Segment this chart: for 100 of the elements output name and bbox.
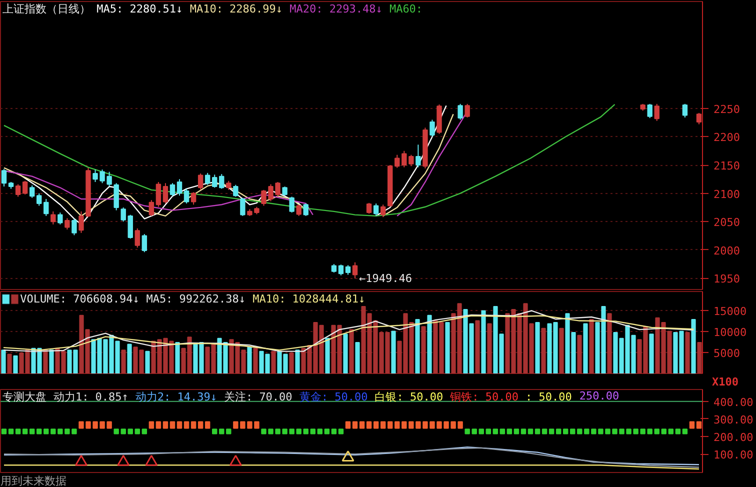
y-tick-label: 2250 — [714, 102, 740, 116]
y-tick-label: 10000 — [714, 326, 747, 340]
candlestick — [380, 204, 386, 218]
bar — [577, 334, 582, 374]
candlestick — [128, 214, 133, 240]
bar — [559, 328, 564, 374]
candlestick — [458, 103, 463, 120]
y-tick-label: 400.00 — [714, 396, 754, 409]
y-tick-label: 5000 — [714, 347, 740, 360]
candlestick — [654, 103, 660, 122]
annotation: 关注: 70.00 — [224, 390, 292, 404]
bar — [145, 350, 150, 374]
candlestick — [696, 112, 702, 125]
y-tick-label: 2000 — [714, 244, 740, 258]
bar — [1, 350, 6, 374]
bar — [271, 350, 276, 374]
candlestick — [219, 174, 224, 190]
bar — [421, 326, 426, 374]
legend-label: VOLUME: 706608.94↓ — [20, 292, 140, 306]
candlestick — [64, 218, 70, 230]
candlestick — [296, 204, 302, 216]
bar — [649, 334, 654, 374]
y-tick-label: 2200 — [714, 131, 740, 144]
bar — [541, 328, 546, 374]
candlestick — [303, 202, 308, 216]
bar — [13, 355, 18, 374]
annotation: 铜铁: 50.00 — [449, 390, 518, 404]
candlestick — [282, 186, 288, 196]
bar — [127, 344, 132, 374]
annotation: 250.00 — [579, 390, 620, 402]
candlestick — [366, 202, 372, 214]
candlestick — [212, 174, 218, 188]
bar — [691, 319, 696, 374]
bar — [295, 350, 300, 374]
candlestick — [647, 103, 652, 119]
candlestick — [170, 182, 176, 197]
candlestick — [416, 144, 421, 168]
candlestick — [198, 173, 204, 190]
annotation: : 50.00 — [526, 390, 572, 404]
candlestick — [50, 210, 56, 225]
bar — [487, 323, 492, 374]
y-tick-label: 2150 — [714, 160, 740, 173]
bar — [391, 330, 396, 374]
line-series — [3, 104, 616, 217]
candlestick — [233, 184, 238, 198]
y-tick-label: 1950 — [714, 272, 740, 286]
candlestick — [682, 103, 688, 118]
series-label: MA10: 1028444.81↓ — [252, 292, 366, 306]
bar — [535, 322, 540, 374]
x-axis-title: 用到未来数据 — [0, 474, 66, 487]
bar — [589, 319, 594, 374]
candlestick — [44, 198, 49, 216]
bar — [349, 329, 354, 374]
bar — [445, 322, 450, 374]
chart-title: 专测大盘 — [2, 390, 46, 404]
bar — [121, 350, 126, 374]
bar — [343, 334, 348, 374]
y-tick-label: 300.00 — [714, 413, 754, 426]
candlestick — [394, 154, 400, 168]
chart-title: 上证指数（日线） — [2, 2, 90, 16]
bar — [325, 338, 330, 374]
bar — [415, 319, 420, 374]
y-axis-title: X100 — [712, 376, 739, 388]
candlestick — [29, 184, 35, 198]
bar — [247, 346, 252, 374]
bar — [427, 314, 432, 374]
candlestick — [176, 178, 182, 196]
bar — [475, 320, 480, 374]
candlestick — [352, 262, 358, 279]
bar — [49, 350, 54, 374]
annotation: 动力2: 14.39↓ — [135, 390, 218, 404]
candlestick — [36, 192, 42, 206]
bar — [607, 313, 612, 374]
candlestick — [142, 234, 148, 253]
bar — [7, 354, 12, 374]
y-tick-label: 15000 — [714, 305, 747, 318]
candlestick — [240, 197, 246, 216]
bar — [175, 342, 180, 374]
candlestick — [15, 184, 21, 198]
text: MA5: 2280.51↓ — [96, 2, 183, 16]
bar — [253, 348, 258, 374]
candlestick — [289, 196, 294, 214]
text: MA10: 2286.99↓ — [190, 2, 283, 16]
y-tick-label: 100.00 — [714, 448, 754, 462]
text: MA5: 992262.38↓ — [146, 292, 246, 306]
annotation: ←1949.46 — [359, 272, 412, 285]
y-tick-label: 200.00 — [714, 431, 754, 444]
text: MA60: — [389, 2, 423, 16]
text: MA20: 2293.48↓ — [290, 2, 382, 16]
candlestick — [373, 202, 379, 216]
candlestick — [204, 172, 210, 186]
y-tick-label: 2100 — [714, 188, 740, 201]
bar — [355, 342, 360, 374]
y-tick-label: 2050 — [714, 216, 740, 230]
candlestick — [430, 119, 435, 138]
candlestick — [22, 180, 28, 195]
candlestick — [72, 218, 77, 236]
annotation: 白银: 50.00 — [374, 390, 444, 404]
annotation: 黄金: 50.00 — [299, 390, 368, 404]
bar — [481, 310, 486, 374]
